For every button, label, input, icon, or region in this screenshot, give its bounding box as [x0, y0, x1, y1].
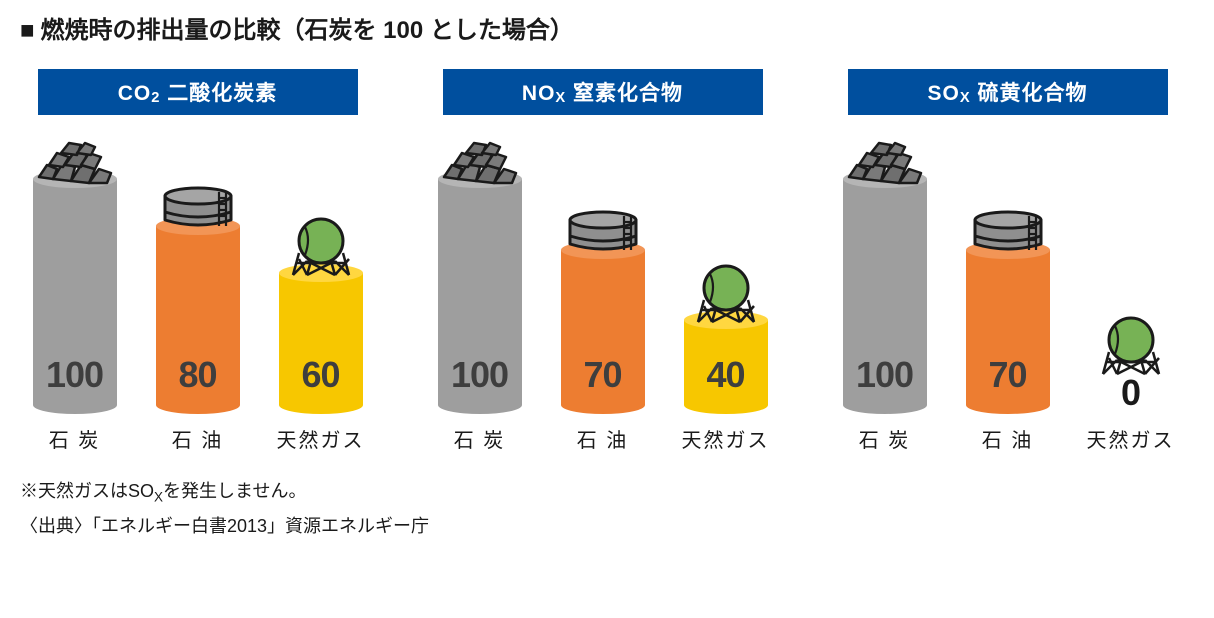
bar-label: 石 炭 — [454, 424, 506, 453]
bar-label: 石 油 — [172, 424, 224, 453]
bars-row: 100 石 炭 70 石 油 40 天然ガス — [425, 133, 780, 453]
oil-icon — [153, 174, 243, 232]
bar-label: 天然ガス — [277, 424, 365, 453]
cylinder-bar: 100 — [438, 179, 522, 414]
chart-group: CO2 二酸化炭素100石 炭80石 油60天然ガス — [20, 69, 375, 453]
chart-groups: CO2 二酸化炭素100石 炭80石 油60天然ガスNOX 窒素化合物100石 … — [20, 69, 1194, 453]
chart-group: SOX 硫黄化合物100石 炭70石 油0天然ガス — [830, 69, 1185, 453]
bar-label: 天然ガス — [682, 424, 770, 453]
coal-icon — [29, 131, 121, 185]
gas-icon — [281, 215, 361, 279]
bar-label: 石 油 — [577, 424, 629, 453]
bar-gas: 40 天然ガス — [678, 94, 773, 453]
cylinder-bar: 100 — [33, 179, 117, 414]
bar-gas: 0 天然ガス — [1083, 94, 1178, 453]
bar-value: 60 — [301, 354, 339, 414]
bar-value: 70 — [583, 354, 621, 414]
bar-oil: 80 石 油 — [150, 94, 245, 453]
bar-oil: 70 石 油 — [555, 94, 650, 453]
bar-coal: 100 石 炭 — [837, 94, 932, 453]
bar-value: 100 — [451, 354, 508, 414]
bar-coal: 100 石 炭 — [27, 94, 122, 453]
note-2: 〈出典〉「エネルギー白書2013」資源エネルギー庁 — [20, 510, 1194, 542]
bar-oil: 70 石 油 — [960, 94, 1055, 453]
chart-group: NOX 窒素化合物100石 炭70石 油40天然ガス — [425, 69, 780, 453]
chart-title: 燃焼時の排出量の比較（石炭を 100 とした場合） — [20, 10, 1194, 45]
cylinder-bar: 100 — [843, 179, 927, 414]
cylinder-bar: 60 — [279, 273, 363, 414]
coal-icon — [434, 131, 526, 185]
bar-value: 0 — [1121, 372, 1140, 414]
note-1: ※天然ガスはSOXを発生しません。 — [20, 475, 1194, 510]
cylinder-bar: 70 — [561, 250, 645, 415]
oil-icon — [558, 198, 648, 256]
bar-value: 80 — [178, 354, 216, 414]
bar-coal: 100 石 炭 — [432, 94, 527, 453]
cylinder-bar: 70 — [966, 250, 1050, 415]
cylinder-bar: 40 — [684, 320, 768, 414]
gas-icon — [1091, 314, 1171, 378]
bar-label: 天然ガス — [1087, 424, 1175, 453]
bar-label: 石 炭 — [49, 424, 101, 453]
oil-icon — [963, 198, 1053, 256]
bars-row: 100 石 炭 80 石 油 60 天然ガス — [20, 133, 375, 453]
bars-row: 100 石 炭 70 石 油 0 天然ガス — [830, 133, 1185, 453]
bar-value: 100 — [46, 354, 103, 414]
coal-icon — [839, 131, 931, 185]
bar-value: 40 — [706, 354, 744, 414]
footnotes: ※天然ガスはSOXを発生しません。 〈出典〉「エネルギー白書2013」資源エネル… — [20, 475, 1194, 542]
bar-value: 70 — [988, 354, 1026, 414]
bar-value: 100 — [856, 354, 913, 414]
bar-gas: 60 天然ガス — [273, 94, 368, 453]
cylinder-bar: 80 — [156, 226, 240, 414]
gas-icon — [686, 262, 766, 326]
bar-label: 石 炭 — [859, 424, 911, 453]
bar-label: 石 油 — [982, 424, 1034, 453]
